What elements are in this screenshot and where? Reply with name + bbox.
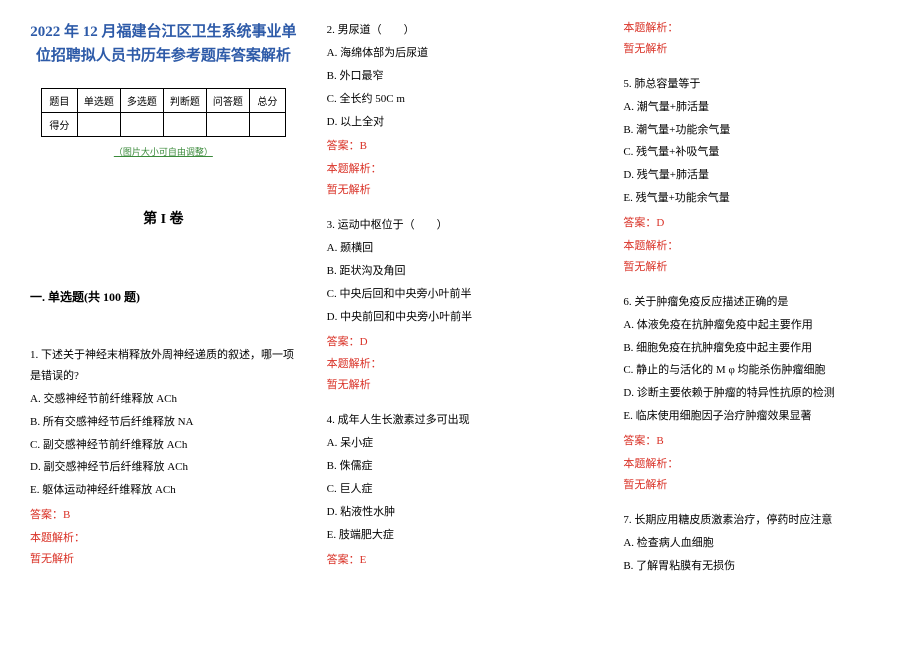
- analysis-label: 本题解析：: [327, 354, 594, 375]
- option: C. 副交感神经节前纤维释放 ACh: [30, 435, 297, 456]
- option: D. 粘液性水肿: [327, 502, 594, 523]
- answer: 答案：B: [623, 431, 890, 452]
- table-row: 得分: [41, 113, 285, 137]
- answer: 答案：B: [327, 136, 594, 157]
- column-3: 本题解析： 暂无解析 5. 肺总容量等于 A. 潮气量+肺活量 B. 潮气量+功…: [623, 20, 890, 631]
- analysis-label: 本题解析：: [623, 18, 890, 39]
- table-header: 判断题: [163, 89, 206, 113]
- table-cell: [163, 113, 206, 137]
- option: C. 残气量+补吸气量: [623, 142, 890, 163]
- analysis-label: 本题解析：: [30, 528, 297, 549]
- table-header: 问答题: [206, 89, 249, 113]
- option: B. 外口最窄: [327, 66, 594, 87]
- image-caption: （图片大小可自由调整）: [30, 145, 297, 158]
- answer: 答案：E: [327, 550, 594, 571]
- question-text: 5. 肺总容量等于: [623, 74, 890, 95]
- document-title: 2022 年 12 月福建台江区卫生系统事业单 位招聘拟人员书历年参考题库答案解…: [30, 20, 297, 68]
- option: E. 肢端肥大症: [327, 525, 594, 546]
- question-text: 3. 运动中枢位于（ ）: [327, 215, 594, 236]
- analysis-text: 暂无解析: [327, 180, 594, 201]
- analysis-label: 本题解析：: [623, 236, 890, 257]
- question-2: 2. 男尿道（ ） A. 海绵体部为后尿道 B. 外口最窄 C. 全长约 50C…: [327, 20, 594, 201]
- table-cell: [120, 113, 163, 137]
- table-header: 单选题: [77, 89, 120, 113]
- answer: 答案：D: [327, 332, 594, 353]
- table-cell: 得分: [41, 113, 77, 137]
- analysis-text: 暂无解析: [30, 549, 297, 570]
- analysis-text: 暂无解析: [623, 475, 890, 496]
- question-5: 5. 肺总容量等于 A. 潮气量+肺活量 B. 潮气量+功能余气量 C. 残气量…: [623, 74, 890, 278]
- analysis-text: 暂无解析: [623, 39, 890, 60]
- table-cell: [206, 113, 249, 137]
- option: E. 躯体运动神经纤维释放 ACh: [30, 480, 297, 501]
- answer: 答案：B: [30, 505, 297, 526]
- option: A. 颞横回: [327, 238, 594, 259]
- table-header: 多选题: [120, 89, 163, 113]
- option: B. 距状沟及角回: [327, 261, 594, 282]
- question-text: 7. 长期应用糖皮质激素治疗，停药时应注意: [623, 510, 890, 531]
- analysis-label: 本题解析：: [623, 454, 890, 475]
- option: E. 残气量+功能余气量: [623, 188, 890, 209]
- option: D. 以上全对: [327, 112, 594, 133]
- analysis-text: 暂无解析: [623, 257, 890, 278]
- option: C. 中央后回和中央旁小叶前半: [327, 284, 594, 305]
- option: A. 检查病人血细胞: [623, 533, 890, 554]
- question-1: 1. 下述关于神经末梢释放外周神经递质的叙述，哪一项是错误的? A. 交感神经节…: [30, 345, 297, 570]
- option: C. 巨人症: [327, 479, 594, 500]
- title-line-1: 2022 年 12 月福建台江区卫生系统事业单: [30, 24, 296, 40]
- option: C. 全长约 50C m: [327, 89, 594, 110]
- table-row: 题目 单选题 多选题 判断题 问答题 总分: [41, 89, 285, 113]
- answer: 答案：D: [623, 213, 890, 234]
- table-cell: [249, 113, 285, 137]
- question-4: 4. 成年人生长激素过多可出现 A. 呆小症 B. 侏儒症 C. 巨人症 D. …: [327, 410, 594, 570]
- option: A. 呆小症: [327, 433, 594, 454]
- table-cell: [77, 113, 120, 137]
- question-text: 4. 成年人生长激素过多可出现: [327, 410, 594, 431]
- option: E. 临床使用细胞因子治疗肿瘤效果显著: [623, 406, 890, 427]
- table-header: 总分: [249, 89, 285, 113]
- option: D. 诊断主要依赖于肿瘤的特异性抗原的检测: [623, 383, 890, 404]
- page-columns: 2022 年 12 月福建台江区卫生系统事业单 位招聘拟人员书历年参考题库答案解…: [30, 20, 890, 631]
- option: A. 海绵体部为后尿道: [327, 43, 594, 64]
- question-4-cont: 本题解析： 暂无解析: [623, 16, 890, 60]
- option: D. 副交感神经节后纤维释放 ACh: [30, 457, 297, 478]
- option: B. 侏儒症: [327, 456, 594, 477]
- question-7: 7. 长期应用糖皮质激素治疗，停药时应注意 A. 检查病人血细胞 B. 了解胃粘…: [623, 510, 890, 579]
- column-2: 2. 男尿道（ ） A. 海绵体部为后尿道 B. 外口最窄 C. 全长约 50C…: [327, 20, 594, 631]
- question-text: 1. 下述关于神经末梢释放外周神经递质的叙述，哪一项是错误的?: [30, 345, 297, 387]
- option: B. 了解胃粘膜有无损伤: [623, 556, 890, 577]
- title-line-2: 位招聘拟人员书历年参考题库答案解析: [36, 48, 291, 64]
- section-header: 第 I 卷: [30, 208, 297, 228]
- question-6: 6. 关于肿瘤免疫反应描述正确的是 A. 体液免疫在抗肿瘤免疫中起主要作用 B.…: [623, 292, 890, 496]
- option: B. 潮气量+功能余气量: [623, 120, 890, 141]
- question-text: 2. 男尿道（ ）: [327, 20, 594, 41]
- option: B. 细胞免疫在抗肿瘤免疫中起主要作用: [623, 338, 890, 359]
- option: D. 中央前回和中央旁小叶前半: [327, 307, 594, 328]
- table-header: 题目: [41, 89, 77, 113]
- score-table: 题目 单选题 多选题 判断题 问答题 总分 得分: [41, 88, 286, 137]
- option: C. 静止的与活化的 M φ 均能杀伤肿瘤细胞: [623, 360, 890, 381]
- analysis-text: 暂无解析: [327, 375, 594, 396]
- subsection-header: 一. 单选题(共 100 题): [30, 288, 297, 305]
- option: D. 残气量+肺活量: [623, 165, 890, 186]
- question-text: 6. 关于肿瘤免疫反应描述正确的是: [623, 292, 890, 313]
- option: B. 所有交感神经节后纤维释放 NA: [30, 412, 297, 433]
- column-1: 2022 年 12 月福建台江区卫生系统事业单 位招聘拟人员书历年参考题库答案解…: [30, 20, 297, 631]
- option: A. 交感神经节前纤维释放 ACh: [30, 389, 297, 410]
- question-3: 3. 运动中枢位于（ ） A. 颞横回 B. 距状沟及角回 C. 中央后回和中央…: [327, 215, 594, 396]
- analysis-label: 本题解析：: [327, 159, 594, 180]
- option: A. 体液免疫在抗肿瘤免疫中起主要作用: [623, 315, 890, 336]
- option: A. 潮气量+肺活量: [623, 97, 890, 118]
